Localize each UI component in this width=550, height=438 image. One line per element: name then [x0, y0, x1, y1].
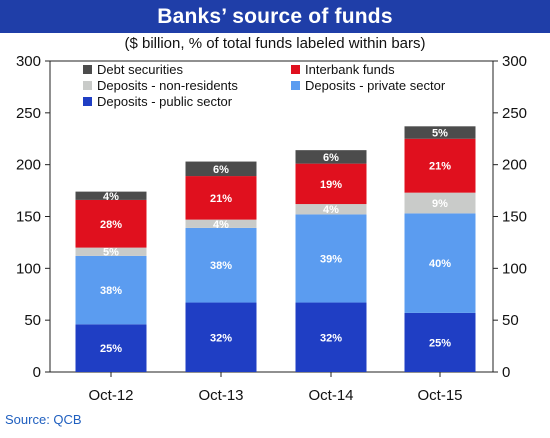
x-tick-label: Oct-14 [308, 387, 353, 404]
y-tick-label-right: 250 [502, 105, 527, 122]
data-label: 9% [432, 198, 448, 210]
data-label: 25% [100, 343, 122, 355]
data-label: 5% [103, 247, 119, 259]
source-note: Source: QCB [5, 412, 82, 427]
legend-swatch [291, 81, 300, 90]
bar-segment [75, 324, 147, 372]
legend-swatch [291, 65, 300, 74]
data-label: 38% [210, 260, 232, 272]
legend-label: Deposits - public sector [97, 94, 233, 109]
y-tick-label-right: 300 [502, 53, 527, 70]
y-tick-label-left: 150 [16, 209, 41, 226]
data-label: 25% [429, 337, 451, 349]
data-label: 4% [103, 191, 119, 203]
bar-segment [185, 219, 257, 228]
bar-segment [295, 302, 367, 372]
bar-segment [185, 161, 257, 177]
data-label: 19% [320, 179, 342, 191]
bar-segment [185, 176, 257, 220]
legend-label: Debt securities [97, 62, 183, 77]
bar-segment [75, 199, 147, 248]
y-tick-label-left: 0 [33, 364, 41, 381]
legend-swatch [83, 65, 92, 74]
data-label: 4% [323, 204, 339, 216]
title-bar: Banks’ source of funds [0, 0, 550, 33]
data-label: 38% [100, 285, 122, 297]
bar-segment [404, 192, 476, 214]
chart-subtitle: ($ billion, % of total funds labeled wit… [124, 35, 426, 52]
data-label: 28% [100, 219, 122, 231]
bar-segment [75, 247, 147, 256]
data-label: 39% [320, 253, 342, 265]
y-tick-label-right: 150 [502, 209, 527, 226]
y-tick-label-right: 200 [502, 157, 527, 174]
x-tick-label: Oct-13 [198, 387, 243, 404]
y-tick-label-left: 100 [16, 260, 41, 277]
bar-segment [295, 163, 367, 205]
bar-segment [295, 150, 367, 164]
data-label: 32% [320, 332, 342, 344]
data-label: 5% [432, 128, 448, 140]
data-label: 40% [429, 258, 451, 270]
bar-segment [295, 204, 367, 215]
legend-label: Deposits - private sector [305, 78, 446, 93]
data-label: 32% [210, 332, 232, 344]
legend-swatch [83, 81, 92, 90]
y-tick-label-right: 0 [502, 364, 510, 381]
data-label: 21% [210, 193, 232, 205]
y-tick-label-right: 50 [502, 312, 519, 329]
bar-segment [404, 138, 476, 193]
bar-segment [185, 227, 257, 303]
y-tick-label-left: 300 [16, 53, 41, 70]
legend-label: Deposits - non-residents [97, 78, 238, 93]
y-tick-label-right: 100 [502, 260, 527, 277]
y-tick-label-left: 50 [24, 312, 41, 329]
data-label: 6% [213, 164, 229, 176]
x-tick-label: Oct-12 [88, 387, 133, 404]
data-label: 4% [213, 219, 229, 231]
legend-label: Interbank funds [305, 62, 395, 77]
bar-segment [404, 126, 476, 139]
bar-segment [75, 191, 147, 200]
bar-segment [75, 255, 147, 325]
y-tick-label-left: 200 [16, 157, 41, 174]
data-label: 21% [429, 161, 451, 173]
bar-segment [404, 213, 476, 313]
data-label: 6% [323, 152, 339, 164]
x-tick-label: Oct-15 [417, 387, 462, 404]
bar-segment [185, 302, 257, 372]
bar-segment [295, 214, 367, 303]
legend-swatch [83, 97, 92, 106]
chart-title: Banks’ source of funds [157, 4, 393, 28]
y-tick-label-left: 250 [16, 105, 41, 122]
bar-segment [404, 312, 476, 372]
